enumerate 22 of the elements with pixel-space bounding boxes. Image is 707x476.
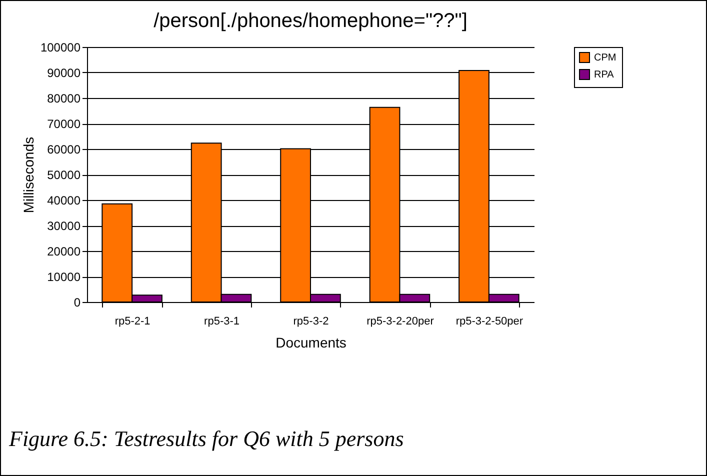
- y-tick-label: 0: [74, 296, 81, 310]
- x-tick-label: rp5-3-2-50per: [456, 316, 524, 328]
- x-tick-label: rp5-2-1: [114, 316, 150, 328]
- y-tick-label: 20000: [47, 244, 81, 258]
- y-tick-label: 90000: [47, 66, 81, 80]
- y-tick-label: 40000: [47, 194, 81, 208]
- y-tick-label: 80000: [47, 92, 81, 106]
- legend-label: RPA: [594, 70, 614, 80]
- y-tick-label: 50000: [47, 168, 81, 182]
- y-tick-label: 70000: [47, 117, 81, 131]
- y-tick-label: 100000: [40, 40, 81, 54]
- y-tick-label: 30000: [47, 219, 81, 233]
- legend-label: CPM: [594, 52, 616, 64]
- x-axis-title: Documents: [276, 334, 346, 350]
- x-tick-label: rp5-3-2: [293, 316, 329, 328]
- x-tick-label: rp5-3-1: [204, 316, 240, 328]
- x-tick-label: rp5-3-2-20per: [366, 316, 434, 328]
- chart-title: /person[./phones/homephone="??"]: [154, 10, 468, 32]
- y-axis-title: Milliseconds: [20, 136, 36, 214]
- y-tick-label: 60000: [47, 142, 81, 156]
- y-tick-label: 10000: [47, 270, 81, 284]
- caption: Figure 6.5: Testresults for Q6 with 5 persons: [9, 426, 404, 452]
